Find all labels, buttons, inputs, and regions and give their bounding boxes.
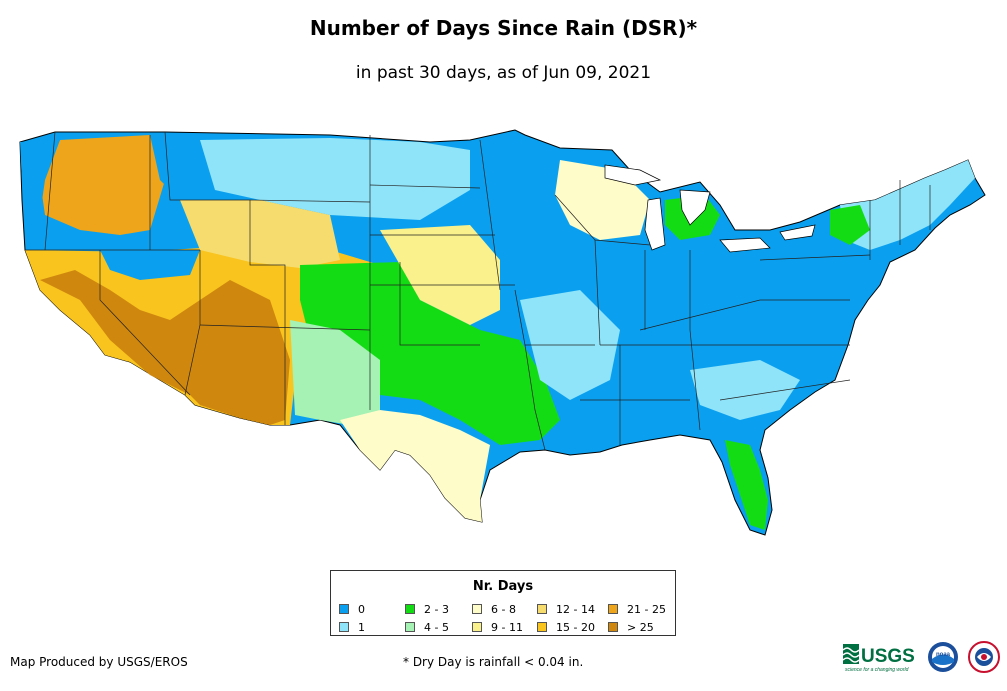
legend-label: 6 - 8 (491, 602, 516, 616)
zone-texas-dry (340, 410, 490, 522)
zone-dry-wyoming (180, 200, 340, 268)
legend-item: 0 (339, 601, 365, 617)
legend-label: 2 - 3 (424, 602, 449, 616)
legend-swatch (339, 622, 349, 632)
legend-label: 9 - 11 (491, 620, 523, 634)
legend-swatch (472, 622, 482, 632)
legend-label: 12 - 14 (556, 602, 595, 616)
usgs-wordmark: USGS (861, 646, 915, 667)
legend-label: 21 - 25 (627, 602, 666, 616)
legend-label: 1 (358, 620, 365, 634)
national-weather-service-logo (968, 641, 1000, 673)
legend-label: 0 (358, 602, 365, 616)
producer-credit: Map Produced by USGS/EROS (10, 655, 188, 669)
legend-label: 4 - 5 (424, 620, 449, 634)
usgs-tagline: science for a changing world (845, 667, 909, 673)
zone-southeast-light (690, 360, 800, 420)
legend-swatch (537, 604, 547, 614)
zone-moderate-plains (380, 225, 500, 325)
legend-swatch (608, 604, 618, 614)
map-title: Number of Days Since Rain (DSR)* (309, 16, 698, 40)
zone-florida-green (725, 440, 768, 530)
legend-label: > 25 (627, 620, 654, 634)
noaa-wordmark: noaa (936, 652, 951, 658)
legend-label: 15 - 20 (556, 620, 595, 634)
noaa-logo: noaa (928, 642, 958, 672)
legend-swatch (405, 604, 415, 614)
zone-dry-pacnw (40, 135, 165, 235)
legend-item: > 25 (608, 619, 666, 635)
zone-northeast-green (830, 205, 870, 245)
state-boundaries (25, 131, 931, 451)
legend-item: 6 - 8 (472, 601, 523, 617)
legend: Nr. Days 0 1 2 - 3 4 - 5 6 - 8 9 - 11 (330, 570, 676, 636)
map-subtitle: in past 30 days, as of Jun 09, 2021 (355, 63, 652, 83)
legend-item: 12 - 14 (537, 601, 595, 617)
legend-swatch (339, 604, 349, 614)
zone-southwest-mix (290, 320, 380, 425)
great-lakes (604, 164, 816, 253)
legend-item: 4 - 5 (405, 619, 449, 635)
zone-wet-montana (200, 138, 470, 220)
legend-title: Nr. Days (472, 579, 534, 594)
legend-swatch (608, 622, 618, 632)
zone-wet-pacnw (20, 140, 60, 245)
legend-item: 9 - 11 (472, 619, 523, 635)
zone-very-dry-sw (40, 270, 290, 425)
legend-item: 1 (339, 619, 365, 635)
dry-day-note: * Dry Day is rainfall < 0.04 in. (403, 655, 584, 669)
conus-dsr-map (19, 129, 986, 536)
zone-wet-nevada (100, 250, 200, 280)
legend-swatch (405, 622, 415, 632)
legend-item: 21 - 25 (608, 601, 666, 617)
legend-swatch (472, 604, 482, 614)
legend-swatch (537, 622, 547, 632)
zone-green-plains (300, 262, 560, 445)
legend-item: 15 - 20 (537, 619, 595, 635)
agency-logos: USGS science for a changing world noaa (843, 641, 1000, 673)
legend-item: 2 - 3 (405, 601, 449, 617)
usgs-logo: USGS science for a changing world (843, 644, 915, 673)
zone-northeast-light (840, 160, 975, 250)
